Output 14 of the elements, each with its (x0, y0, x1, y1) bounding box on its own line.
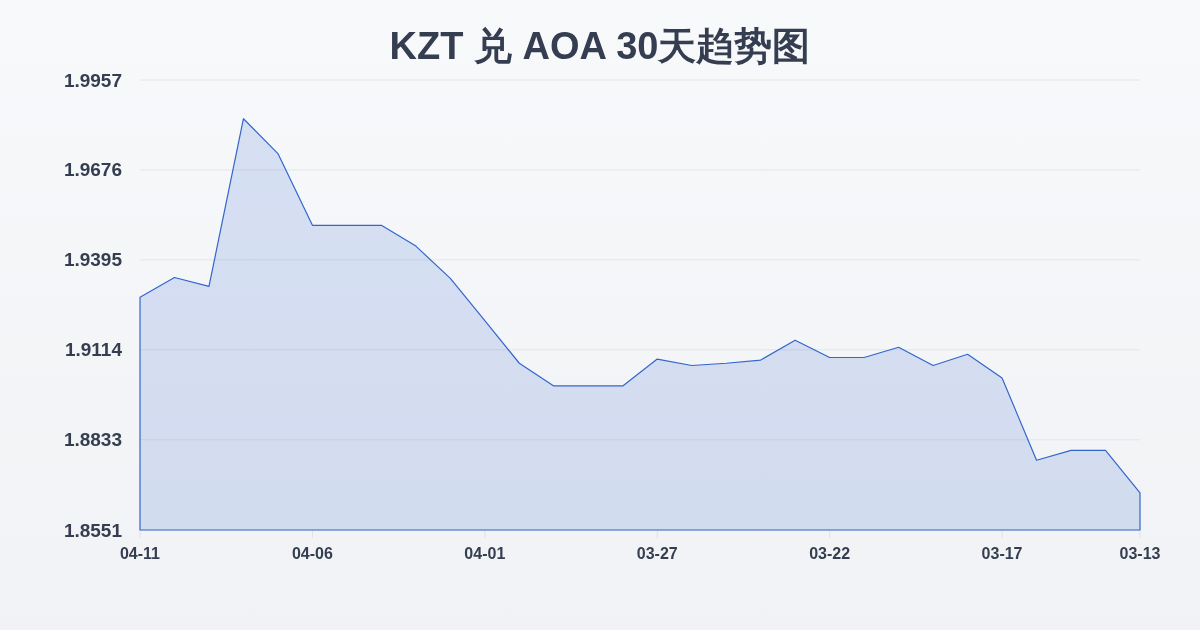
y-tick-label: 1.8833 (63, 429, 122, 451)
x-tick-label: 04-01 (464, 544, 506, 562)
x-tick-label: 03-13 (1119, 544, 1161, 562)
y-tick-label: 1.9676 (63, 159, 122, 181)
x-tick-label: 04-11 (119, 544, 161, 562)
x-tick-label: 03-17 (981, 544, 1023, 562)
x-tick-label: 03-27 (636, 544, 678, 562)
y-tick-label: 1.9957 (63, 69, 122, 91)
x-tick-label: 04-06 (291, 544, 333, 562)
y-tick-label: 1.9395 (63, 249, 123, 271)
y-tick-label: 1.9114 (64, 339, 123, 361)
y-tick-label: 1.8551 (63, 519, 123, 541)
chart-title: KZT 兑 AOA 30天趋势图 (389, 25, 811, 67)
x-tick-label: 03-22 (809, 544, 851, 562)
